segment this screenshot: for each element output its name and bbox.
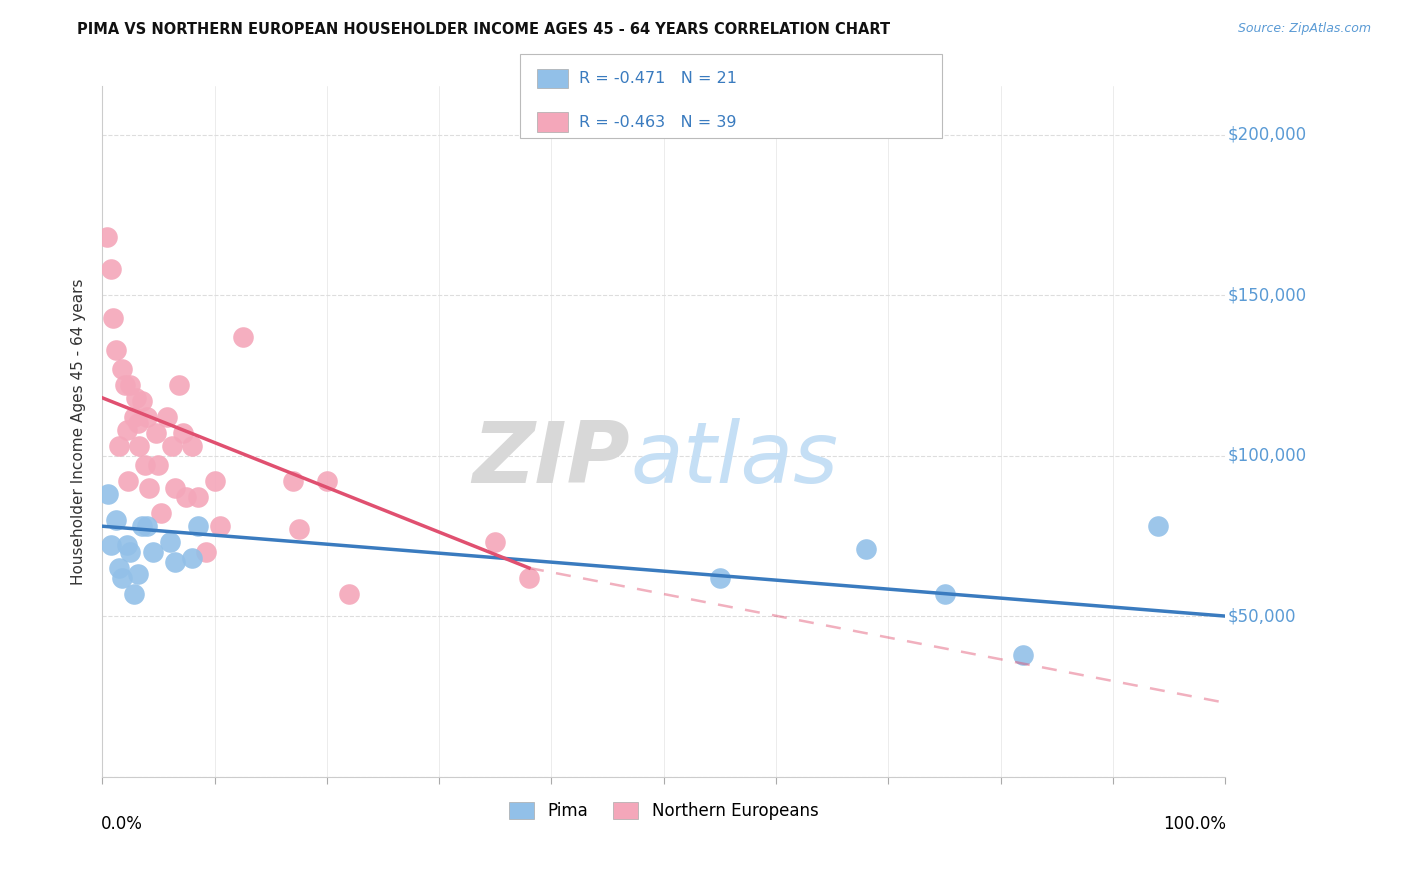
Point <box>100 262 122 277</box>
Point <box>142 545 165 559</box>
Point <box>103 310 125 325</box>
Point <box>855 541 877 556</box>
Point <box>315 475 337 489</box>
Point <box>181 551 204 566</box>
Point <box>111 362 134 376</box>
Point <box>517 571 540 585</box>
Text: R = -0.463   N = 39: R = -0.463 N = 39 <box>579 115 737 130</box>
Point <box>209 519 232 533</box>
Point <box>194 545 217 559</box>
Point <box>104 343 127 357</box>
Point <box>160 439 183 453</box>
Point <box>934 586 956 600</box>
Point <box>159 535 181 549</box>
Point <box>148 458 170 473</box>
Point <box>100 539 122 553</box>
Text: R = -0.471   N = 21: R = -0.471 N = 21 <box>579 71 737 87</box>
Text: PIMA VS NORTHERN EUROPEAN HOUSEHOLDER INCOME AGES 45 - 64 YEARS CORRELATION CHAR: PIMA VS NORTHERN EUROPEAN HOUSEHOLDER IN… <box>77 22 890 37</box>
Point <box>709 571 731 585</box>
Point <box>120 545 142 559</box>
Point <box>281 475 304 489</box>
Point <box>165 555 187 569</box>
Point <box>128 439 150 453</box>
Point <box>134 458 156 473</box>
Text: Source: ZipAtlas.com: Source: ZipAtlas.com <box>1237 22 1371 36</box>
Point <box>122 586 145 600</box>
Point <box>108 439 131 453</box>
Point <box>165 481 187 495</box>
Point <box>108 561 131 575</box>
Text: ZIP: ZIP <box>472 417 630 500</box>
Point <box>149 507 172 521</box>
Point <box>131 519 153 533</box>
Point <box>181 439 204 453</box>
Point <box>127 567 149 582</box>
Text: $100,000: $100,000 <box>1227 447 1306 465</box>
Point <box>484 535 506 549</box>
Point <box>167 378 190 392</box>
Point <box>1147 519 1170 533</box>
Point <box>172 426 194 441</box>
Point <box>232 330 254 344</box>
Point <box>136 519 159 533</box>
Point <box>96 230 118 244</box>
Point <box>337 586 360 600</box>
Point <box>145 426 167 441</box>
Point <box>136 410 159 425</box>
Point <box>114 378 136 392</box>
Point <box>204 475 226 489</box>
Point <box>1012 648 1035 662</box>
Point <box>117 475 139 489</box>
Text: $200,000: $200,000 <box>1227 126 1306 144</box>
Point <box>156 410 179 425</box>
Point <box>187 519 209 533</box>
Point <box>125 391 148 405</box>
Text: 100.0%: 100.0% <box>1163 814 1226 832</box>
Point <box>104 513 127 527</box>
Point <box>115 423 138 437</box>
Legend: Pima, Northern Europeans: Pima, Northern Europeans <box>502 796 825 827</box>
Point <box>127 417 149 431</box>
Text: atlas: atlas <box>630 417 838 500</box>
Point <box>187 491 209 505</box>
Point <box>176 491 198 505</box>
Point <box>111 571 134 585</box>
Point <box>122 410 145 425</box>
Point <box>131 394 153 409</box>
Point <box>287 523 309 537</box>
Point <box>97 487 120 501</box>
Point <box>115 539 138 553</box>
Text: $50,000: $50,000 <box>1227 607 1296 625</box>
Text: 0.0%: 0.0% <box>101 814 143 832</box>
Point <box>120 378 142 392</box>
Text: $150,000: $150,000 <box>1227 286 1306 304</box>
Y-axis label: Householder Income Ages 45 - 64 years: Householder Income Ages 45 - 64 years <box>72 278 86 585</box>
Point <box>138 481 160 495</box>
